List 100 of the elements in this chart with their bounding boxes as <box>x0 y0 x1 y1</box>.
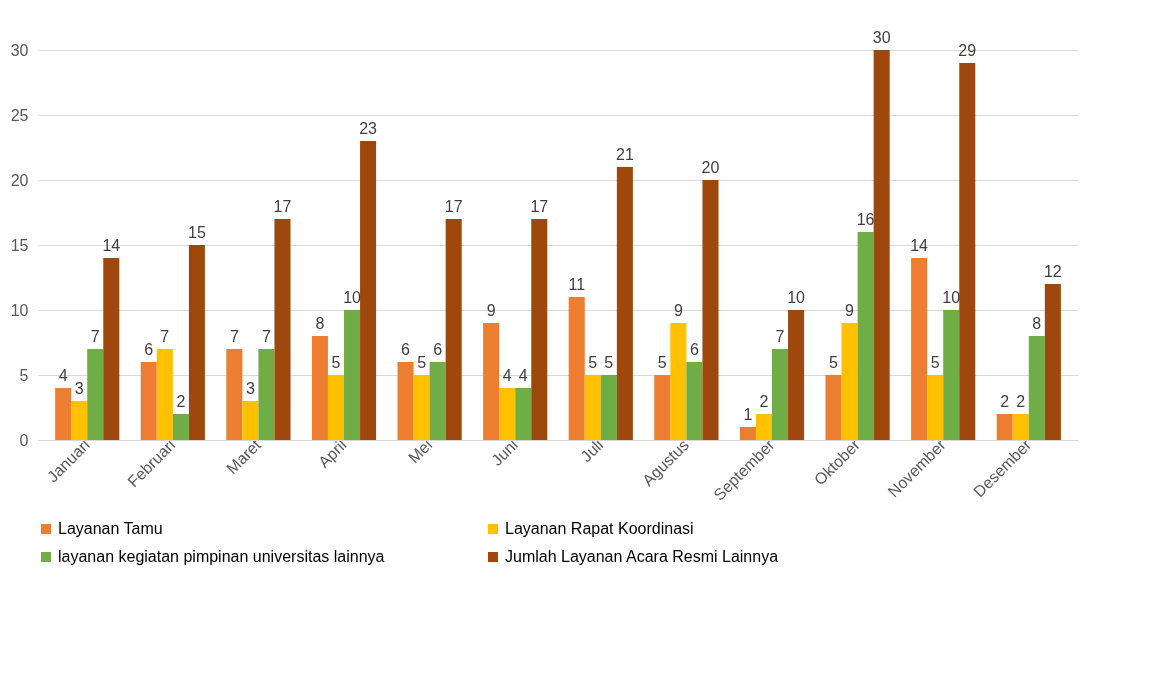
x-tick-label: Mei <box>405 436 436 467</box>
bar <box>568 297 585 440</box>
data-label: 11 <box>568 276 586 293</box>
data-label: 4 <box>58 367 68 384</box>
data-label: 21 <box>615 146 634 163</box>
data-label: 17 <box>444 198 463 215</box>
data-label: 1 <box>743 406 753 423</box>
data-label: 10 <box>787 289 806 306</box>
y-tick-label: 20 <box>10 171 29 189</box>
legend-label: Layanan Tamu <box>58 520 163 537</box>
bar <box>943 310 960 440</box>
data-label: 20 <box>701 159 720 176</box>
bar <box>911 258 928 440</box>
data-label: 17 <box>530 198 549 215</box>
data-label: 14 <box>102 237 121 254</box>
bar <box>87 349 104 440</box>
data-label: 9 <box>486 302 496 319</box>
y-tick-label: 25 <box>10 106 29 124</box>
data-label: 2 <box>759 393 769 410</box>
bar <box>670 323 687 440</box>
bar <box>413 375 430 440</box>
data-label: 12 <box>1043 263 1062 280</box>
bar <box>927 375 944 440</box>
data-label: 5 <box>930 354 940 371</box>
legend-label: Layanan Rapat Koordinasi <box>505 520 694 537</box>
legend-label: layanan kegiatan pimpinan universitas lainnya <box>58 548 385 565</box>
bar <box>258 349 275 440</box>
bar <box>739 427 756 440</box>
data-label: 6 <box>144 341 154 358</box>
data-label: 5 <box>829 354 839 371</box>
data-label: 5 <box>657 354 667 371</box>
data-label: 5 <box>331 354 341 371</box>
bar <box>327 375 345 440</box>
data-label: 9 <box>845 302 855 319</box>
y-tick-label: 10 <box>10 301 29 319</box>
bar <box>755 414 772 440</box>
data-label: 15 <box>187 224 206 241</box>
bar <box>654 375 671 440</box>
bar <box>344 310 361 440</box>
data-label: 2 <box>1000 393 1010 410</box>
bar <box>103 258 120 440</box>
bar <box>515 388 532 440</box>
bar <box>360 141 377 440</box>
bar <box>140 362 157 440</box>
data-label: 4 <box>518 367 528 384</box>
bar <box>825 375 842 440</box>
bar <box>226 349 243 440</box>
bar <box>686 362 703 440</box>
bar <box>397 362 414 440</box>
bar <box>311 336 328 440</box>
y-tick-label: 0 <box>19 431 29 449</box>
x-tick-label: Juli <box>577 436 607 466</box>
data-label: 7 <box>160 328 170 345</box>
legend-label: Jumlah Layanan Acara Resmi Lainnya <box>505 548 779 565</box>
data-label: 5 <box>604 354 614 371</box>
data-label: 7 <box>775 328 785 345</box>
data-label: 23 <box>359 120 378 137</box>
data-label: 17 <box>273 198 292 215</box>
data-label: 8 <box>315 315 325 332</box>
bar <box>1012 414 1029 440</box>
data-label: 7 <box>229 328 239 345</box>
bar <box>429 362 446 440</box>
bar <box>71 401 88 440</box>
bar <box>771 349 789 440</box>
data-label: 16 <box>856 211 875 228</box>
bar <box>959 63 976 440</box>
bar <box>156 349 173 440</box>
bar <box>445 219 462 440</box>
data-label: 8 <box>1032 315 1042 332</box>
bar <box>702 180 719 440</box>
data-label: 7 <box>261 328 271 345</box>
bar <box>996 414 1013 440</box>
data-label: 5 <box>417 354 427 371</box>
data-label: 3 <box>245 380 255 397</box>
data-label: 2 <box>176 393 186 410</box>
data-label: 30 <box>872 29 891 46</box>
y-tick-label: 5 <box>19 366 29 384</box>
bar <box>483 323 500 440</box>
x-tick-label: Juni <box>488 436 521 469</box>
data-label: 14 <box>910 237 929 254</box>
data-label: 2 <box>1016 393 1026 410</box>
bar <box>873 50 890 440</box>
bar <box>55 388 72 440</box>
data-label: 6 <box>689 341 699 358</box>
data-label: 5 <box>588 354 598 371</box>
bar <box>857 232 874 440</box>
bar <box>788 310 805 440</box>
data-label: 4 <box>502 367 512 384</box>
bar <box>616 167 633 440</box>
bar <box>274 219 291 440</box>
data-label: 6 <box>401 341 411 358</box>
y-tick-label: 15 <box>10 236 29 254</box>
bar <box>600 375 617 440</box>
data-label: 3 <box>74 380 84 397</box>
bar <box>584 375 601 440</box>
data-label: 6 <box>433 341 443 358</box>
bar <box>1044 284 1061 440</box>
bar <box>841 323 858 440</box>
bar <box>242 401 259 440</box>
bar <box>499 388 516 440</box>
